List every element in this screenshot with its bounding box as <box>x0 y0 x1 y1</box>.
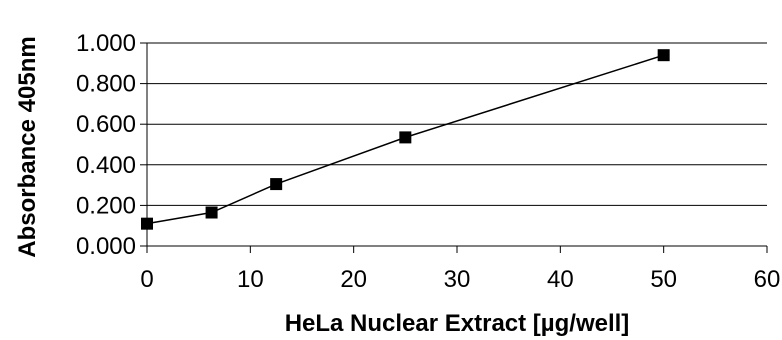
x-tick-label: 0 <box>140 266 153 293</box>
y-tick-label: 0.200 <box>76 192 136 219</box>
data-point <box>270 178 283 191</box>
data-point <box>399 131 412 144</box>
axes <box>140 42 768 253</box>
y-tick-label: 0.000 <box>76 233 136 260</box>
data-series <box>141 49 670 230</box>
x-tick-label: 60 <box>754 266 781 293</box>
y-tick-label: 1.000 <box>76 30 136 57</box>
data-point <box>657 49 670 62</box>
x-axis-title: HeLa Nuclear Extract [µg/well] <box>285 310 630 337</box>
x-tick-label: 30 <box>444 266 471 293</box>
data-point <box>141 217 153 230</box>
x-tick-label: 20 <box>340 266 367 293</box>
y-axis-title: Absorbance 405nm <box>14 36 41 257</box>
y-tick-label: 0.600 <box>76 111 136 138</box>
x-tick-label: 50 <box>650 266 677 293</box>
tick-labels: 0.000 0.200 0.400 0.600 0.800 1.000 0 10 20 30 40 5… <box>76 30 780 293</box>
x-tick-label: 40 <box>547 266 574 293</box>
y-tick-label: 0.400 <box>76 152 136 179</box>
x-tick-label: 10 <box>237 266 264 293</box>
data-point <box>205 206 218 219</box>
y-tick-label: 0.800 <box>76 71 136 98</box>
gridlines <box>147 42 767 206</box>
